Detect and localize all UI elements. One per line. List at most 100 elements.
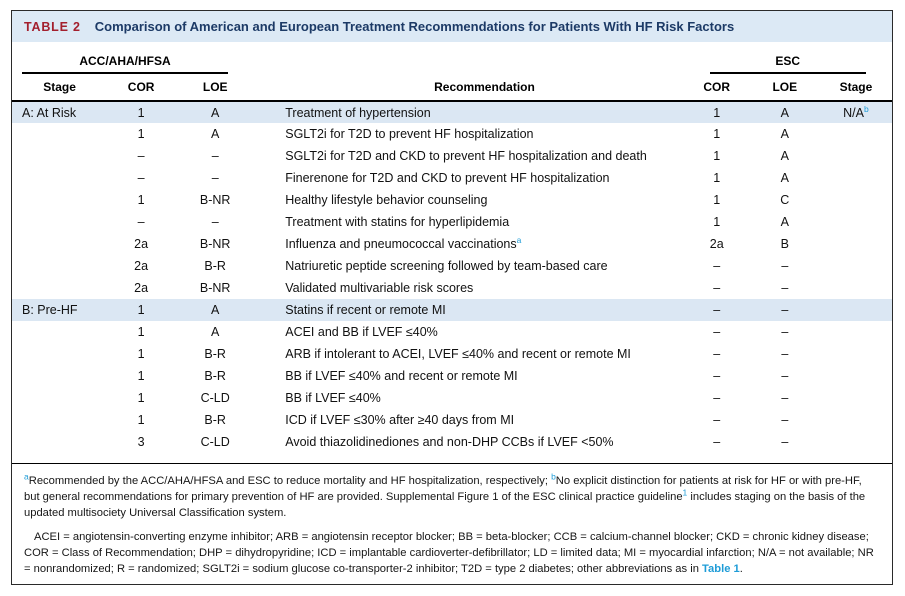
cell-acc-cor: 1 [137, 127, 145, 141]
cell-rec: BB if LVEF ≤40% and recent or remote MI [285, 369, 518, 383]
cell-esc-stage [820, 145, 892, 167]
column-group-row: ACC/AHA/HFSA ESC [12, 54, 892, 74]
table-row: B: Pre-HF 1 A Statins if recent or remote M… [12, 299, 892, 321]
cell-esc-cor: 1 [713, 105, 721, 120]
col-header-stage-acc: Stage [12, 74, 108, 102]
cell-acc-cor: 1 [137, 325, 145, 339]
cell-acc-cor: – [137, 171, 145, 185]
table-title: Comparison of American and European Trea… [94, 19, 735, 34]
col-header-loe-esc: LOE [749, 74, 820, 102]
cell-esc-cor: 1 [713, 193, 721, 207]
col-header-cor-esc: COR [683, 74, 750, 102]
cell-esc-cor: 1 [713, 149, 721, 163]
cell-rec: Influenza and pneumococcal vaccinationsa [285, 234, 522, 251]
cell-stage: A: At Risk [22, 105, 77, 120]
cell-rec: ARB if intolerant to ACEI, LVEF ≤40% and… [285, 347, 631, 361]
cell-esc-cor: – [713, 303, 721, 317]
cell-rec: Healthy lifestyle behavior counseling [285, 193, 488, 207]
cell-acc-loe: A [211, 127, 220, 141]
cell-rec: ICD if LVEF ≤30% after ≥40 days from MI [285, 413, 515, 427]
cell-acc-cor: – [137, 149, 145, 163]
cell-esc-cor: – [713, 435, 721, 449]
table-row: – – Treatment with statins for hyperlipide… [12, 211, 892, 233]
footnotes-section: aRecommended by the ACC/AHA/HFSA and ESC… [12, 463, 892, 577]
cell-esc-stage [820, 233, 892, 255]
footnote-marker-b[interactable]: b [551, 471, 556, 482]
cell-acc-cor: 1 [137, 391, 145, 405]
cell-esc-loe: – [781, 347, 789, 361]
cell-acc-cor: – [137, 215, 145, 229]
cell-acc-loe: B-R [204, 413, 226, 427]
cell-esc-stage [820, 189, 892, 211]
cell-stage [12, 211, 107, 233]
cell-stage [12, 255, 107, 277]
table-row: 2a B-R Natriuretic peptide screening follo… [12, 255, 892, 277]
cell-acc-loe: B-NR [199, 237, 231, 251]
cell-acc-loe: C-LD [200, 435, 230, 449]
cell-esc-cor: – [713, 281, 721, 295]
cell-esc-cor: – [713, 391, 721, 405]
cell-acc-loe: – [211, 171, 219, 185]
table-row: 1 B-R ICD if LVEF ≤30% after ≥40 days from… [12, 409, 892, 431]
table-row: 2a B-NR Validated multivariable risk score… [12, 277, 892, 299]
footnote-ref-a[interactable]: a [516, 234, 522, 245]
footnote-ref-b[interactable]: b [863, 103, 869, 114]
table-row: 3 C-LD Avoid thiazolidinediones and non-DH… [12, 431, 892, 453]
cell-esc-loe: B [780, 237, 789, 251]
cell-esc-cor: 1 [713, 127, 721, 141]
cell-acc-cor: 2a [134, 259, 149, 273]
cell-rec: BB if LVEF ≤40% [285, 391, 381, 405]
cell-esc-loe: – [781, 413, 789, 427]
cell-stage: B: Pre-HF [22, 303, 78, 317]
cell-acc-cor: 1 [137, 347, 145, 361]
cell-esc-loe: – [781, 281, 789, 295]
cell-rec: Natriuretic peptide screening followed b… [285, 259, 608, 273]
cell-acc-loe: A [211, 303, 220, 317]
col-header-cor-acc: COR [107, 74, 176, 102]
cell-acc-loe: C-LD [200, 391, 230, 405]
cell-esc-loe: – [781, 391, 789, 405]
cell-stage [12, 167, 107, 189]
cell-esc-loe: A [780, 149, 789, 163]
footnote-text: includes staging on the basis of the upd… [24, 491, 866, 520]
table-row: A: At Risk 1 A Treatment of hypertension 1 A N… [12, 101, 892, 123]
cell-esc-cor: – [713, 413, 721, 427]
table-number-label: TABLE 2 [24, 20, 81, 34]
cell-rec: SGLT2i for T2D and CKD to prevent HF hos… [285, 149, 647, 163]
cell-esc-cor: – [713, 259, 721, 273]
cell-acc-loe: B-NR [199, 281, 231, 295]
cell-esc-stage [820, 409, 892, 431]
cell-esc-loe: – [781, 435, 789, 449]
cell-rec: Avoid thiazolidinediones and non-DHP CCB… [285, 435, 614, 449]
abbreviations-paragraph: ACEI = angiotensin-converting enzyme inh… [24, 529, 880, 578]
footnote-marker-1[interactable]: 1 [682, 487, 688, 498]
cell-esc-stage [820, 343, 892, 365]
cell-stage [12, 189, 107, 211]
cell-esc-loe: A [780, 215, 789, 229]
footnote-marker-a[interactable]: a [24, 471, 29, 482]
cell-esc-loe: – [781, 325, 789, 339]
table1-link[interactable]: Table 1 [702, 563, 740, 576]
cell-acc-cor: 1 [137, 105, 145, 120]
cell-stage [12, 123, 107, 145]
table-row: 1 A SGLT2i for T2D to prevent HF hospitali… [12, 123, 892, 145]
cell-acc-loe: B-R [204, 347, 226, 361]
cell-stage [12, 387, 107, 409]
cell-esc-loe: – [781, 303, 789, 317]
cell-acc-cor: 1 [137, 303, 145, 317]
cell-acc-cor: 2a [134, 281, 149, 295]
col-header-loe-acc: LOE [175, 74, 256, 102]
table2-container: TABLE 2 Comparison of American and Europ… [11, 10, 893, 585]
cell-esc-stage [820, 299, 892, 321]
footnote-text: No explicit distinction for patients at … [24, 475, 862, 504]
cell-esc-stage [820, 387, 892, 409]
cell-esc-stage [820, 123, 892, 145]
cell-rec: Treatment with statins for hyperlipidemi… [285, 215, 510, 229]
cell-stage [12, 409, 107, 431]
cell-acc-loe: – [211, 149, 219, 163]
cell-acc-cor: 3 [137, 435, 145, 449]
col-header-stage-esc: Stage [819, 74, 892, 102]
column-header-row: Stage COR LOE Recommendation COR LOE Sta… [12, 74, 892, 102]
table-row: 1 B-NR Healthy lifestyle behavior counseli… [12, 189, 892, 211]
cell-esc-loe: A [780, 127, 789, 141]
